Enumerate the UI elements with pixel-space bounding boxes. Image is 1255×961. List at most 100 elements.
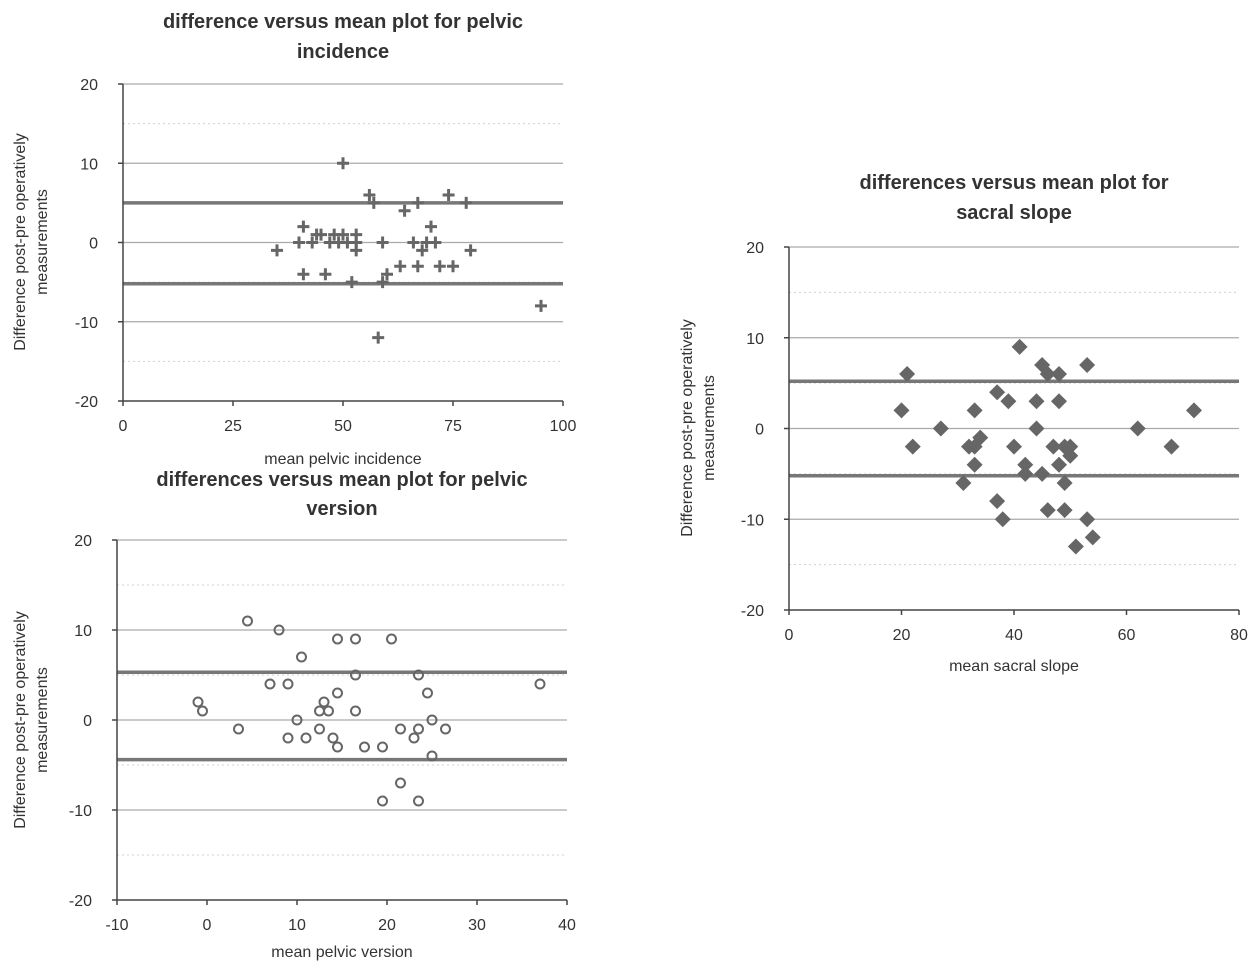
data-point [972, 429, 989, 446]
data-point [291, 714, 303, 726]
data-point [413, 669, 424, 681]
chart-3: differences versus mean plot for sacral s… [679, 172, 1248, 675]
data-point [345, 276, 358, 289]
x-tick-label: 50 [334, 418, 352, 435]
data-point [395, 723, 406, 735]
data-point [1006, 438, 1022, 455]
data-point [319, 268, 332, 281]
data-point [994, 511, 1011, 528]
data-point [327, 732, 339, 744]
data-point [372, 331, 385, 344]
data-point [411, 260, 424, 273]
data-point [1039, 366, 1056, 383]
data-point [332, 687, 343, 699]
data-point [271, 244, 283, 257]
data-point [314, 705, 325, 717]
data-point [376, 236, 389, 249]
data-point [350, 705, 361, 717]
data-point [332, 741, 343, 753]
y-tick-label: 10 [74, 623, 92, 640]
data-point [932, 420, 949, 437]
chart-1: difference versus mean plot for pelvic in… [12, 11, 576, 468]
data-point [407, 236, 420, 249]
data-point [408, 732, 420, 744]
data-point [300, 732, 312, 744]
data-point [1079, 356, 1096, 373]
chart-title: version [306, 498, 377, 520]
y-axis-label: Difference post-pre operatively [12, 133, 29, 351]
data-point [395, 777, 406, 789]
data-point [1028, 420, 1045, 437]
data-point [1062, 447, 1079, 464]
y-axis-label: measurements [701, 375, 718, 481]
data-point [1079, 511, 1096, 528]
x-tick-label: -10 [105, 917, 128, 934]
data-point [197, 705, 208, 717]
data-point [893, 402, 910, 419]
data-point [413, 723, 424, 735]
data-point [904, 438, 921, 455]
data-point [337, 228, 349, 241]
x-tick-label: 0 [203, 917, 212, 934]
data-point [1039, 502, 1056, 519]
chart-title: differences versus mean plot for [860, 172, 1169, 194]
data-point [233, 723, 244, 735]
data-point [1028, 393, 1045, 410]
data-point [315, 228, 327, 241]
data-point [1045, 438, 1062, 455]
y-tick-label: -10 [75, 315, 98, 332]
y-tick-label: 20 [74, 533, 92, 550]
data-point [433, 260, 446, 273]
data-point [192, 696, 204, 708]
data-point [1051, 393, 1067, 410]
data-point [297, 220, 310, 233]
data-point [337, 157, 349, 170]
data-point [381, 268, 393, 281]
data-point [460, 196, 473, 209]
data-point [1034, 465, 1051, 482]
data-point [367, 196, 380, 209]
y-tick-label: -10 [741, 512, 764, 529]
x-tick-label: 100 [550, 418, 577, 435]
data-point [1067, 538, 1084, 555]
y-tick-label: 0 [755, 422, 764, 439]
x-tick-label: 60 [1118, 627, 1136, 644]
data-point [323, 705, 334, 717]
y-tick-label: 0 [89, 236, 98, 253]
data-point [1056, 502, 1073, 519]
y-tick-label: 10 [80, 156, 98, 173]
chart-2: differences versus mean plot for pelvic v… [12, 469, 576, 961]
chart-title: incidence [297, 41, 389, 63]
data-point [440, 723, 451, 735]
x-tick-label: 40 [558, 917, 576, 934]
data-point [398, 204, 411, 217]
x-tick-label: 75 [444, 418, 462, 435]
data-point [989, 384, 1006, 401]
data-point [1000, 393, 1017, 410]
data-point [535, 299, 547, 312]
y-axis-label: measurements [34, 667, 51, 773]
data-point [296, 651, 307, 663]
y-tick-label: -20 [741, 603, 764, 620]
x-tick-label: 40 [1005, 627, 1023, 644]
data-point [1017, 456, 1034, 473]
y-tick-label: 0 [83, 713, 92, 730]
data-point [359, 741, 370, 753]
data-point [363, 188, 376, 201]
y-tick-label: -20 [75, 394, 98, 411]
data-point [377, 741, 388, 753]
data-point [264, 678, 276, 690]
data-point [273, 624, 285, 636]
x-tick-label: 30 [468, 917, 486, 934]
data-point [282, 678, 294, 690]
data-point [293, 236, 305, 249]
data-point [1011, 338, 1028, 355]
data-point [314, 723, 325, 735]
x-tick-label: 80 [1230, 627, 1248, 644]
data-point [376, 276, 389, 289]
data-point [306, 236, 319, 249]
y-tick-label: -20 [69, 893, 92, 910]
data-point [1051, 366, 1067, 383]
y-axis-label: Difference post-pre operatively [12, 611, 29, 829]
data-point [332, 633, 343, 645]
